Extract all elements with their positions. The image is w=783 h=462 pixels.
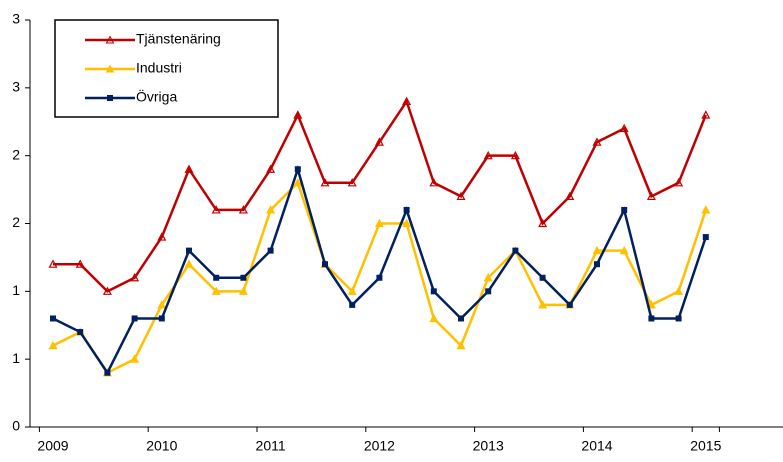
x-tick-label: 2010	[146, 438, 177, 454]
marker	[157, 300, 167, 309]
marker	[213, 274, 220, 281]
x-tick-label: 2012	[364, 438, 395, 454]
marker	[538, 218, 548, 228]
marker	[267, 247, 274, 254]
y-tick-label: 1	[12, 350, 20, 366]
series-line	[53, 98, 707, 293]
marker	[293, 178, 303, 187]
marker	[294, 166, 301, 173]
legend-label: Tjänstenäring	[136, 31, 221, 47]
marker	[619, 123, 629, 133]
y-tick-label: 3	[12, 79, 20, 95]
marker	[674, 286, 684, 295]
marker	[619, 245, 629, 255]
marker	[701, 110, 711, 119]
marker	[322, 261, 328, 268]
marker	[646, 191, 656, 200]
marker	[429, 313, 439, 323]
marker	[238, 286, 248, 295]
x-tick-label: 2013	[473, 438, 504, 454]
marker	[347, 178, 357, 187]
marker	[48, 259, 58, 268]
y-tick-label: 2	[12, 214, 20, 230]
x-tick-label: 2011	[256, 438, 286, 454]
marker	[320, 178, 330, 187]
marker	[594, 261, 600, 268]
marker	[130, 354, 140, 363]
y-tick-label: 0	[12, 418, 20, 434]
marker	[648, 315, 655, 322]
marker	[538, 300, 548, 309]
x-tick-label: 2009	[37, 438, 68, 454]
legend-marker	[105, 64, 115, 73]
marker	[238, 205, 248, 214]
marker	[485, 288, 492, 295]
marker	[403, 206, 410, 213]
marker	[75, 259, 85, 268]
marker	[157, 232, 167, 241]
marker	[374, 137, 384, 146]
marker	[184, 259, 194, 268]
legend-marker	[105, 35, 115, 44]
marker	[592, 245, 602, 255]
marker	[429, 178, 439, 187]
marker	[701, 205, 711, 214]
marker	[293, 110, 303, 119]
marker	[458, 315, 464, 322]
marker	[102, 286, 112, 295]
marker	[48, 340, 58, 350]
marker	[456, 191, 466, 200]
legend-label: Industri	[136, 60, 182, 76]
marker	[483, 273, 493, 282]
marker	[456, 340, 466, 350]
marker	[621, 206, 628, 213]
marker	[675, 315, 682, 322]
marker	[211, 205, 221, 214]
marker	[374, 218, 384, 228]
marker	[565, 191, 575, 200]
marker	[592, 137, 602, 146]
series-line	[52, 165, 707, 376]
y-tick-label: 2	[12, 146, 20, 162]
marker	[266, 205, 276, 214]
x-tick-label: 2015	[690, 438, 721, 454]
marker	[566, 301, 573, 308]
marker	[376, 274, 383, 281]
x-tick-label: 2014	[581, 438, 612, 454]
marker	[184, 164, 194, 173]
y-tick-label: 1	[12, 282, 20, 298]
marker	[483, 150, 493, 160]
marker	[349, 301, 356, 308]
marker	[130, 273, 140, 282]
marker	[186, 247, 192, 254]
marker	[77, 329, 84, 336]
marker	[402, 96, 412, 105]
marker	[539, 274, 546, 281]
y-tick-label: 3	[12, 11, 20, 27]
marker	[158, 315, 165, 322]
marker	[211, 286, 221, 295]
marker	[646, 300, 656, 309]
marker	[50, 315, 56, 322]
legend-marker	[107, 95, 113, 101]
marker	[430, 288, 437, 295]
legend-label: Övriga	[136, 88, 177, 105]
marker	[266, 164, 276, 173]
marker	[104, 369, 111, 376]
legend: Tjänstenäring Industri Övriga	[54, 19, 279, 118]
marker	[674, 178, 684, 187]
marker	[702, 234, 709, 241]
marker	[402, 218, 412, 228]
marker	[131, 315, 138, 322]
marker	[240, 274, 247, 281]
marker	[512, 247, 519, 254]
marker	[510, 150, 520, 160]
marker	[347, 286, 357, 295]
